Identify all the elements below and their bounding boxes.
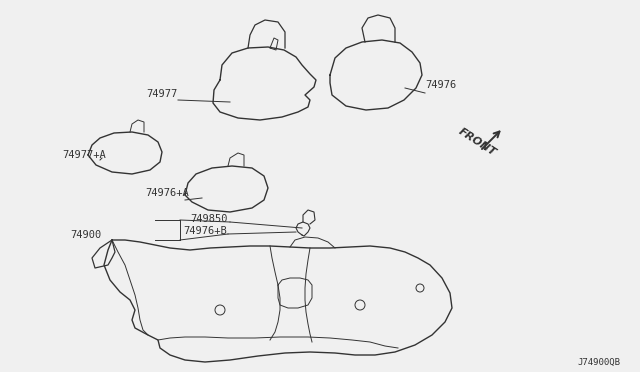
- Text: 74977+A: 74977+A: [62, 150, 106, 160]
- Text: 74976+B: 74976+B: [183, 226, 227, 236]
- Text: 749850: 749850: [190, 214, 227, 224]
- Text: J74900QB: J74900QB: [577, 358, 620, 367]
- Text: 74977: 74977: [147, 89, 178, 99]
- Text: 74976: 74976: [425, 80, 456, 90]
- Text: 74976+A: 74976+A: [145, 188, 189, 198]
- Text: FRONT: FRONT: [457, 126, 498, 158]
- Text: 74900: 74900: [70, 230, 101, 240]
